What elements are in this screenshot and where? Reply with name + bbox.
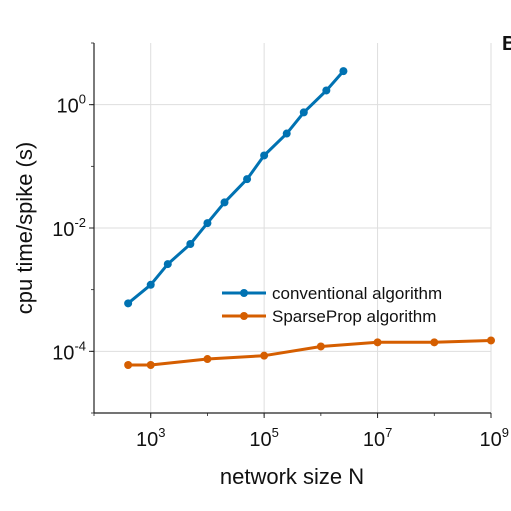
legend-label: conventional algorithm <box>272 284 442 303</box>
data-point <box>316 342 325 351</box>
y-tick-label: 100 <box>57 92 86 118</box>
data-point <box>322 86 331 95</box>
legend-entry: conventional algorithm <box>222 284 442 303</box>
data-point <box>124 299 133 308</box>
legend-marker <box>240 289 248 297</box>
data-point <box>146 361 155 370</box>
axes <box>89 42 492 418</box>
legend: conventional algorithm SparseProp algorit… <box>222 284 442 326</box>
data-point <box>260 351 269 360</box>
x-tick-label: 103 <box>136 425 165 451</box>
y-axis-title: cpu time/spike (s) <box>12 142 37 314</box>
series-line <box>128 339 492 367</box>
legend-entry: SparseProp algorithm <box>222 307 436 326</box>
legend-label: SparseProp algorithm <box>272 307 436 326</box>
data-point <box>260 151 269 160</box>
data-point <box>203 219 212 228</box>
x-tick-label: 109 <box>480 425 509 451</box>
y-tick-label: 10-2 <box>52 215 86 241</box>
tick-labels: 103 105 107 109 10-4 10-2 100 <box>52 92 509 451</box>
data-point <box>220 198 229 207</box>
data-point <box>299 108 308 117</box>
series-1 <box>124 336 495 370</box>
data-point <box>282 129 291 138</box>
data-point <box>487 336 495 345</box>
data-point <box>186 240 195 249</box>
grid <box>94 43 492 413</box>
data-point <box>373 338 382 347</box>
x-tick-label: 107 <box>363 425 392 451</box>
data-point <box>430 338 439 347</box>
x-tick-label: 105 <box>249 425 278 451</box>
data-point <box>163 260 172 269</box>
data-point <box>124 361 133 370</box>
data-point <box>339 67 348 76</box>
data-point <box>243 175 252 184</box>
legend-marker <box>240 312 248 320</box>
series-line <box>127 70 345 305</box>
x-axis-title: network size N <box>220 464 364 489</box>
plot-series <box>124 67 495 370</box>
series-0 <box>124 67 348 308</box>
y-tick-label: 10-4 <box>52 338 86 364</box>
data-point <box>203 355 212 364</box>
data-point <box>146 280 155 289</box>
panel-label: B <box>502 33 511 55</box>
